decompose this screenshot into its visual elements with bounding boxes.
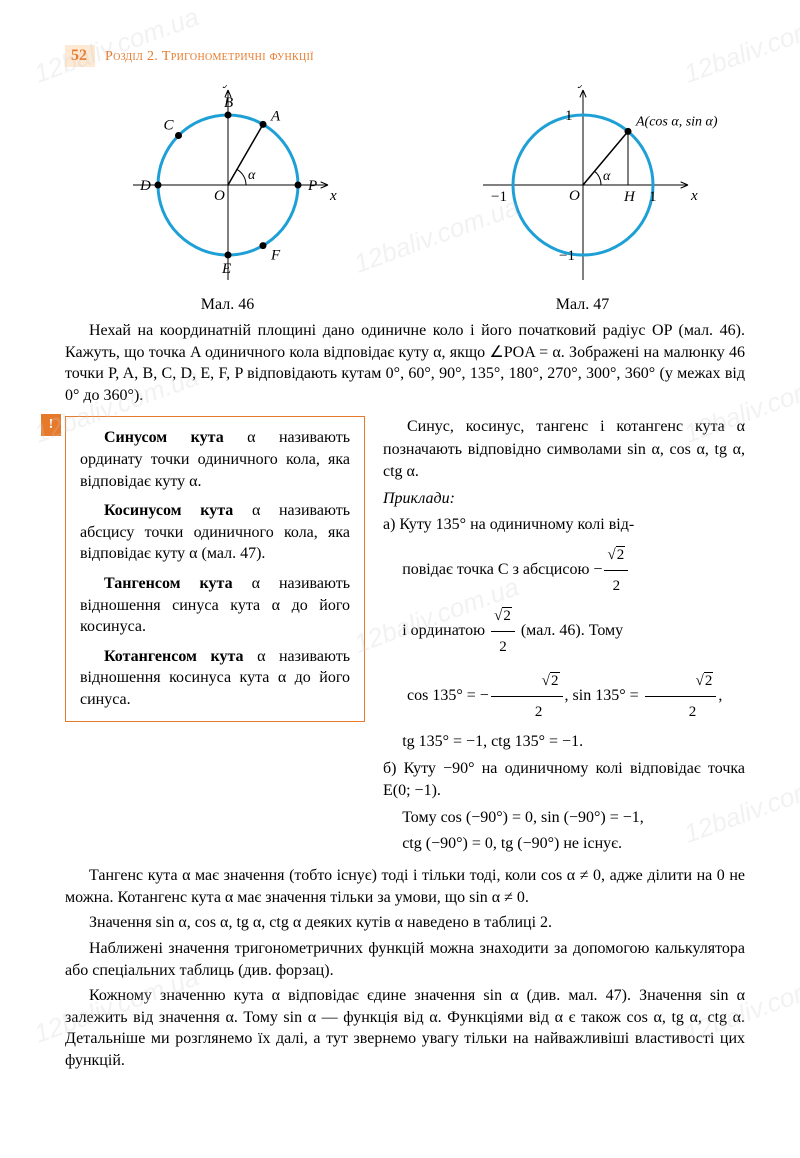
- example-a-eq: cos 135° = −22, sin 135° = 22,: [383, 666, 745, 727]
- svg-text:D: D: [139, 178, 151, 194]
- para-4: Наближені значення тригонометричних функ…: [65, 938, 745, 981]
- def-tan: Тангенсом кута α називають відношення си…: [80, 573, 350, 638]
- example-b-line1: б) Куту −90° на одиничному колі відповід…: [383, 758, 745, 803]
- svg-text:A(cos α, sin α): A(cos α, sin α): [634, 114, 717, 129]
- svg-text:1: 1: [565, 108, 573, 124]
- svg-text:C: C: [163, 118, 174, 134]
- svg-text:F: F: [270, 248, 281, 264]
- page: 52 Розділ 2. Тригонометричні функції x y O…: [0, 0, 800, 1116]
- svg-text:A: A: [270, 108, 281, 124]
- svg-text:y: y: [222, 85, 231, 89]
- definitions-box-wrap: ! Синусом кута α називають ординату точк…: [65, 416, 365, 721]
- para-5: Кожному значенню кута α відповідає єдине…: [65, 985, 745, 1071]
- chapter-title: Тригонометричні функції: [162, 49, 314, 64]
- definitions-examples-row: ! Синусом кута α називають ординату точк…: [65, 416, 745, 859]
- diagrams-row: xyOαPABCDEF Мал. 46 xyO1−11−1αHA(cos α, …: [65, 85, 745, 314]
- example-a-line2: повідає точка C з абсцисою −22 і ординат…: [402, 540, 745, 662]
- examples-column: Синус, косинус, тангенс і котангенс кута…: [383, 416, 745, 859]
- svg-text:−1: −1: [491, 189, 507, 205]
- example-a-line1: а) Куту 135° на одиничному колі від-: [383, 514, 745, 536]
- svg-text:α: α: [248, 168, 256, 183]
- definitions-box: Синусом кута α називають ординату точки …: [65, 416, 365, 721]
- caption-46: Мал. 46: [65, 296, 390, 314]
- svg-text:y: y: [577, 85, 586, 89]
- examples-label: Приклади:: [383, 488, 745, 510]
- svg-text:P: P: [307, 178, 317, 194]
- example-b-line2: Тому cos (−90°) = 0, sin (−90°) = −1,: [402, 807, 745, 829]
- def-cot-term: Котангенсом кута: [104, 648, 244, 665]
- caption-47: Мал. 47: [420, 296, 745, 314]
- svg-text:O: O: [569, 188, 580, 204]
- bottom-paragraphs: Тангенс кута α має значення (тобто існує…: [65, 865, 745, 1071]
- def-cos-term: Косинусом кута: [104, 502, 233, 519]
- page-number: 52: [65, 45, 95, 67]
- svg-text:−1: −1: [559, 248, 575, 264]
- attention-icon: !: [41, 414, 61, 436]
- svg-text:α: α: [603, 169, 611, 184]
- page-header: 52 Розділ 2. Тригонометричні функції: [65, 45, 745, 67]
- chapter-heading: Розділ 2. Тригонометричні функції: [105, 49, 314, 65]
- def-cot: Котангенсом кута α називають відношення …: [80, 646, 350, 711]
- symbols-note: Синус, косинус, тангенс і котангенс кута…: [383, 416, 745, 483]
- svg-text:x: x: [329, 188, 337, 204]
- def-sin: Синусом кута α називають ординату точки …: [80, 427, 350, 492]
- example-b-line3: ctg (−90°) = 0, tg (−90°) не існує.: [402, 833, 745, 855]
- def-sin-term: Синусом кута: [104, 429, 224, 446]
- intro-paragraph: Нехай на координатній площині дано одини…: [65, 320, 745, 406]
- example-a-tg: tg 135° = −1, ctg 135° = −1.: [402, 731, 745, 753]
- svg-text:O: O: [214, 188, 225, 204]
- diagram-46: x y Oα P A B C D E F Мал. 46: [65, 85, 390, 314]
- svg-text:x: x: [690, 188, 698, 204]
- svg-text:1: 1: [649, 189, 657, 205]
- diagram-47: x y O 1 −1 1 −1 αH A(cos α, sin α) Мал. 47: [420, 85, 745, 314]
- svg-text:E: E: [221, 261, 231, 277]
- svg-text:B: B: [224, 95, 233, 111]
- def-cos: Косинусом кута α називають абсцису точки…: [80, 500, 350, 565]
- para-3: Значення sin α, cos α, tg α, ctg α деяки…: [65, 912, 745, 934]
- svg-text:H: H: [622, 189, 635, 205]
- unit-circle-46: x y Oα P A B C D E F: [83, 85, 373, 285]
- chapter-label: Розділ 2.: [105, 49, 158, 64]
- def-tan-term: Тангенсом кута: [104, 575, 233, 592]
- para-2: Тангенс кута α має значення (тобто існує…: [65, 865, 745, 908]
- sqrt2-over-2: 22: [491, 601, 515, 662]
- para-1: Нехай на координатній площині дано одини…: [65, 320, 745, 406]
- neg-sqrt2-over-2: −: [593, 562, 602, 579]
- unit-circle-47: x y O 1 −1 1 −1 αH A(cos α, sin α): [433, 85, 733, 285]
